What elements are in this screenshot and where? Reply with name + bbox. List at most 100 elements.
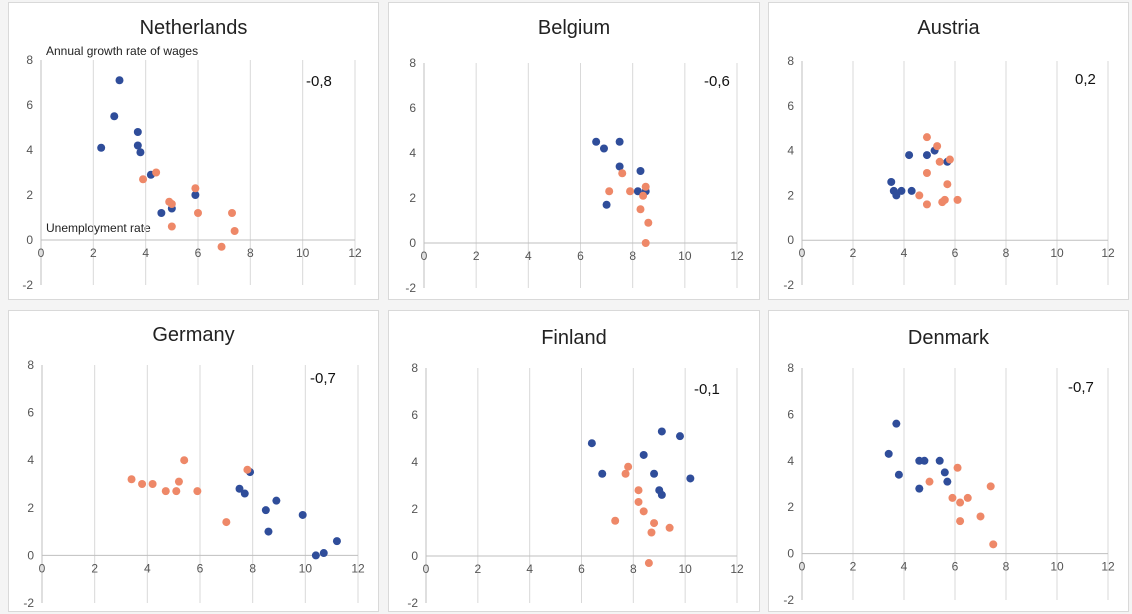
x-tick-label: 10 <box>678 562 692 576</box>
data-point-orange <box>644 559 653 568</box>
chart-title: Austria <box>917 17 980 39</box>
correlation-label: -0,7 <box>1068 379 1094 396</box>
y-annotation: Annual growth rate of wages <box>46 44 199 58</box>
x-tick-label: 8 <box>629 249 636 263</box>
y-tick-label: 2 <box>26 188 33 202</box>
y-tick-label: 6 <box>787 99 794 113</box>
data-point-orange <box>148 480 157 488</box>
x-tick-label: 0 <box>39 561 46 575</box>
data-point-orange <box>618 169 627 178</box>
y-tick-label: 2 <box>787 500 794 514</box>
y-tick-label: -2 <box>23 596 34 610</box>
chart-title: Finland <box>541 327 607 349</box>
data-point-blue <box>272 496 281 505</box>
x-tick-label: 4 <box>901 560 908 574</box>
data-point-orange <box>624 462 633 471</box>
data-point-blue <box>943 477 952 486</box>
data-point-orange <box>956 498 965 507</box>
data-point-blue <box>650 469 659 478</box>
data-point-orange <box>922 133 931 142</box>
data-point-blue <box>907 186 916 195</box>
scatter-plot: -2 0 2 4 6 8 0 2 4 6 8 10 12 <box>22 53 362 292</box>
data-point-orange <box>925 477 934 486</box>
data-point-orange <box>174 477 183 486</box>
data-point-orange <box>945 155 954 164</box>
data-point-blue <box>136 148 145 157</box>
y-tick-label: 8 <box>787 54 794 68</box>
data-point-blue <box>110 112 119 121</box>
data-point-orange <box>943 180 952 189</box>
x-tick-label: 0 <box>423 562 430 576</box>
x-tick-label: 0 <box>38 246 45 260</box>
x-tick-label: 6 <box>195 246 202 260</box>
data-point-orange <box>639 507 648 516</box>
y-tick-label: -2 <box>783 593 794 607</box>
panel-finland: Finland -0,1 -2 0 2 4 6 8 0 2 4 6 8 10 12 <box>388 310 760 612</box>
data-point-blue <box>940 468 949 477</box>
scatter-plot: -2 0 2 4 6 8 0 2 4 6 8 10 12 <box>23 358 365 610</box>
data-point-blue <box>592 137 601 146</box>
data-point-orange <box>976 512 985 521</box>
y-tick-label: 8 <box>411 361 418 375</box>
y-tick-label: 0 <box>787 233 794 247</box>
data-point-orange <box>626 187 635 196</box>
y-tick-label: -2 <box>405 281 416 295</box>
data-point-blue <box>636 167 645 175</box>
data-point-blue <box>915 484 924 493</box>
x-tick-label: 6 <box>952 246 959 260</box>
x-tick-label: 12 <box>348 246 362 260</box>
data-point-orange <box>639 191 648 200</box>
data-point-orange <box>650 519 659 528</box>
data-point-blue <box>235 484 244 493</box>
y-tick-label: -2 <box>783 278 794 292</box>
data-point-orange <box>172 487 181 496</box>
data-point-orange <box>167 200 176 208</box>
data-point-orange <box>922 169 931 177</box>
x-tick-label: 8 <box>630 562 637 576</box>
x-tick-label: 8 <box>247 246 254 260</box>
chart-title: Belgium <box>537 17 611 39</box>
data-point-blue <box>311 551 320 560</box>
data-point-blue <box>133 141 142 150</box>
y-tick-label: 0 <box>409 236 416 250</box>
data-point-blue <box>261 506 270 515</box>
correlation-label: -0,6 <box>704 73 730 90</box>
data-point-orange <box>621 469 630 478</box>
chart-title: Denmark <box>907 327 990 349</box>
x-tick-label: 0 <box>799 246 806 260</box>
correlation-label: -0,1 <box>694 381 720 398</box>
y-tick-label: 8 <box>787 361 794 375</box>
data-point-orange <box>641 239 650 247</box>
y-tick-label: 2 <box>409 191 416 205</box>
data-point-orange <box>641 182 650 191</box>
data-point-orange <box>935 157 944 166</box>
chart-title: Netherlands <box>139 17 248 39</box>
data-point-blue <box>319 549 328 558</box>
x-tick-label: 4 <box>526 562 533 576</box>
x-tick-label: 8 <box>1003 560 1010 574</box>
data-point-orange <box>611 516 620 525</box>
data-point-orange <box>605 187 614 196</box>
x-tick-label: 12 <box>730 249 744 263</box>
panel-austria: Austria 0,2 -2 0 2 4 6 8 0 2 4 6 8 10 12 <box>768 2 1129 300</box>
data-point-orange <box>634 486 643 495</box>
x-tick-label: 2 <box>474 562 481 576</box>
data-point-blue <box>657 427 666 436</box>
data-point-blue <box>633 187 642 196</box>
data-point-orange <box>956 517 965 526</box>
x-tick-label: 6 <box>577 249 584 263</box>
data-point-orange <box>230 227 239 235</box>
y-tick-label: 4 <box>27 453 34 467</box>
data-point-orange <box>922 200 931 209</box>
x-tick-label: 12 <box>351 561 365 575</box>
y-tick-label: 0 <box>27 548 34 562</box>
data-point-orange <box>217 242 226 251</box>
y-tick-label: 2 <box>27 501 34 515</box>
x-tick-label: 10 <box>296 246 310 260</box>
x-tick-label: 6 <box>952 560 959 574</box>
y-tick-label: 0 <box>411 549 418 563</box>
data-point-orange <box>194 209 202 217</box>
y-tick-label: -2 <box>407 596 418 610</box>
y-tick-label: 2 <box>787 188 794 202</box>
x-tick-label: 2 <box>90 246 97 260</box>
